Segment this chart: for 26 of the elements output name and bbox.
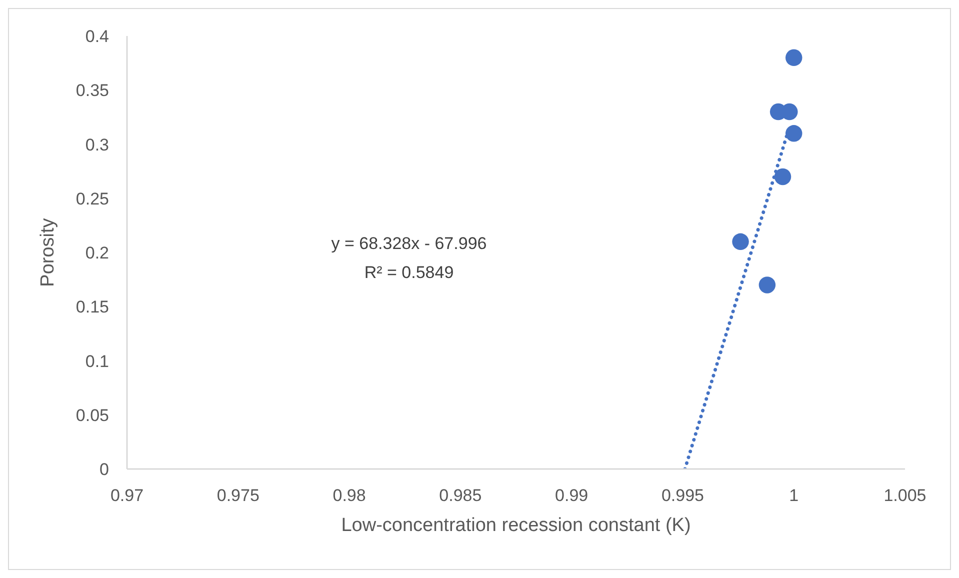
x-tick-label: 1.005	[884, 486, 926, 506]
y-axis-title: Porosity	[38, 218, 59, 287]
y-tick-label: 0.15	[76, 298, 109, 317]
x-tick-label: 0.975	[216, 486, 260, 506]
point	[774, 168, 792, 186]
x-tick-label: 1	[789, 486, 799, 506]
point	[785, 125, 802, 142]
x-tick-label: 0.97	[110, 486, 144, 506]
y-tick-label: 0.4	[85, 27, 109, 46]
x-tick-label: 0.99	[555, 486, 588, 506]
annotation: y = 68.328x - 67.996	[331, 234, 487, 253]
y-tick-label: 0.1	[85, 352, 109, 371]
x-tick-label: 0.985	[439, 486, 482, 506]
y-tick-label: 0.05	[76, 406, 109, 425]
y-tick-label: 0.2	[85, 244, 109, 263]
x-tick-label: 0.995	[661, 486, 704, 506]
y-tick-label: 0.25	[76, 189, 109, 208]
annotation: R² = 0.5849	[364, 263, 454, 282]
x-tick-label: 0.98	[332, 486, 366, 506]
y-tick-label: 0.35	[76, 81, 109, 100]
point	[758, 276, 776, 294]
point	[785, 49, 802, 66]
y-tick-label: 0	[100, 460, 109, 480]
point	[732, 233, 749, 250]
y-tick-label: 0.3	[85, 135, 109, 154]
x-axis-title: Low-concentration recession constant (K)	[341, 515, 691, 536]
